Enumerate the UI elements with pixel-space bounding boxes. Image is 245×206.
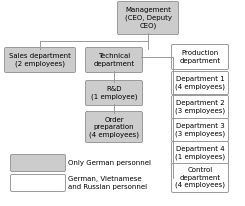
FancyBboxPatch shape: [11, 174, 65, 192]
FancyBboxPatch shape: [172, 96, 229, 118]
FancyBboxPatch shape: [86, 111, 143, 143]
Text: Technical
department: Technical department: [93, 53, 135, 67]
FancyBboxPatch shape: [172, 164, 229, 192]
Text: Department 3
(3 employees): Department 3 (3 employees): [175, 123, 225, 137]
FancyBboxPatch shape: [172, 44, 229, 69]
Text: Control
department
(4 employees): Control department (4 employees): [175, 167, 225, 188]
Text: Department 4
(1 employees): Department 4 (1 employees): [175, 146, 225, 160]
FancyBboxPatch shape: [86, 81, 143, 105]
FancyBboxPatch shape: [118, 1, 179, 34]
Text: Order
preparation
(4 employees): Order preparation (4 employees): [89, 117, 139, 137]
Text: Management
(CEO, Deputy
CEO): Management (CEO, Deputy CEO): [124, 7, 172, 29]
Text: German, Vietnamese
and Russian personnel: German, Vietnamese and Russian personnel: [68, 176, 147, 190]
FancyBboxPatch shape: [172, 118, 229, 142]
Text: Only German personnel: Only German personnel: [68, 160, 151, 166]
FancyBboxPatch shape: [172, 142, 229, 165]
Text: Department 2
(3 employees): Department 2 (3 employees): [175, 100, 225, 114]
FancyBboxPatch shape: [4, 48, 75, 73]
FancyBboxPatch shape: [86, 48, 143, 73]
Text: Sales department
(2 employees): Sales department (2 employees): [9, 53, 71, 67]
FancyBboxPatch shape: [172, 71, 229, 95]
FancyBboxPatch shape: [11, 154, 65, 172]
Text: Department 1
(4 employees): Department 1 (4 employees): [175, 76, 225, 90]
Text: Production
department: Production department: [179, 50, 220, 64]
Text: R&D
(1 employee): R&D (1 employee): [91, 86, 137, 100]
